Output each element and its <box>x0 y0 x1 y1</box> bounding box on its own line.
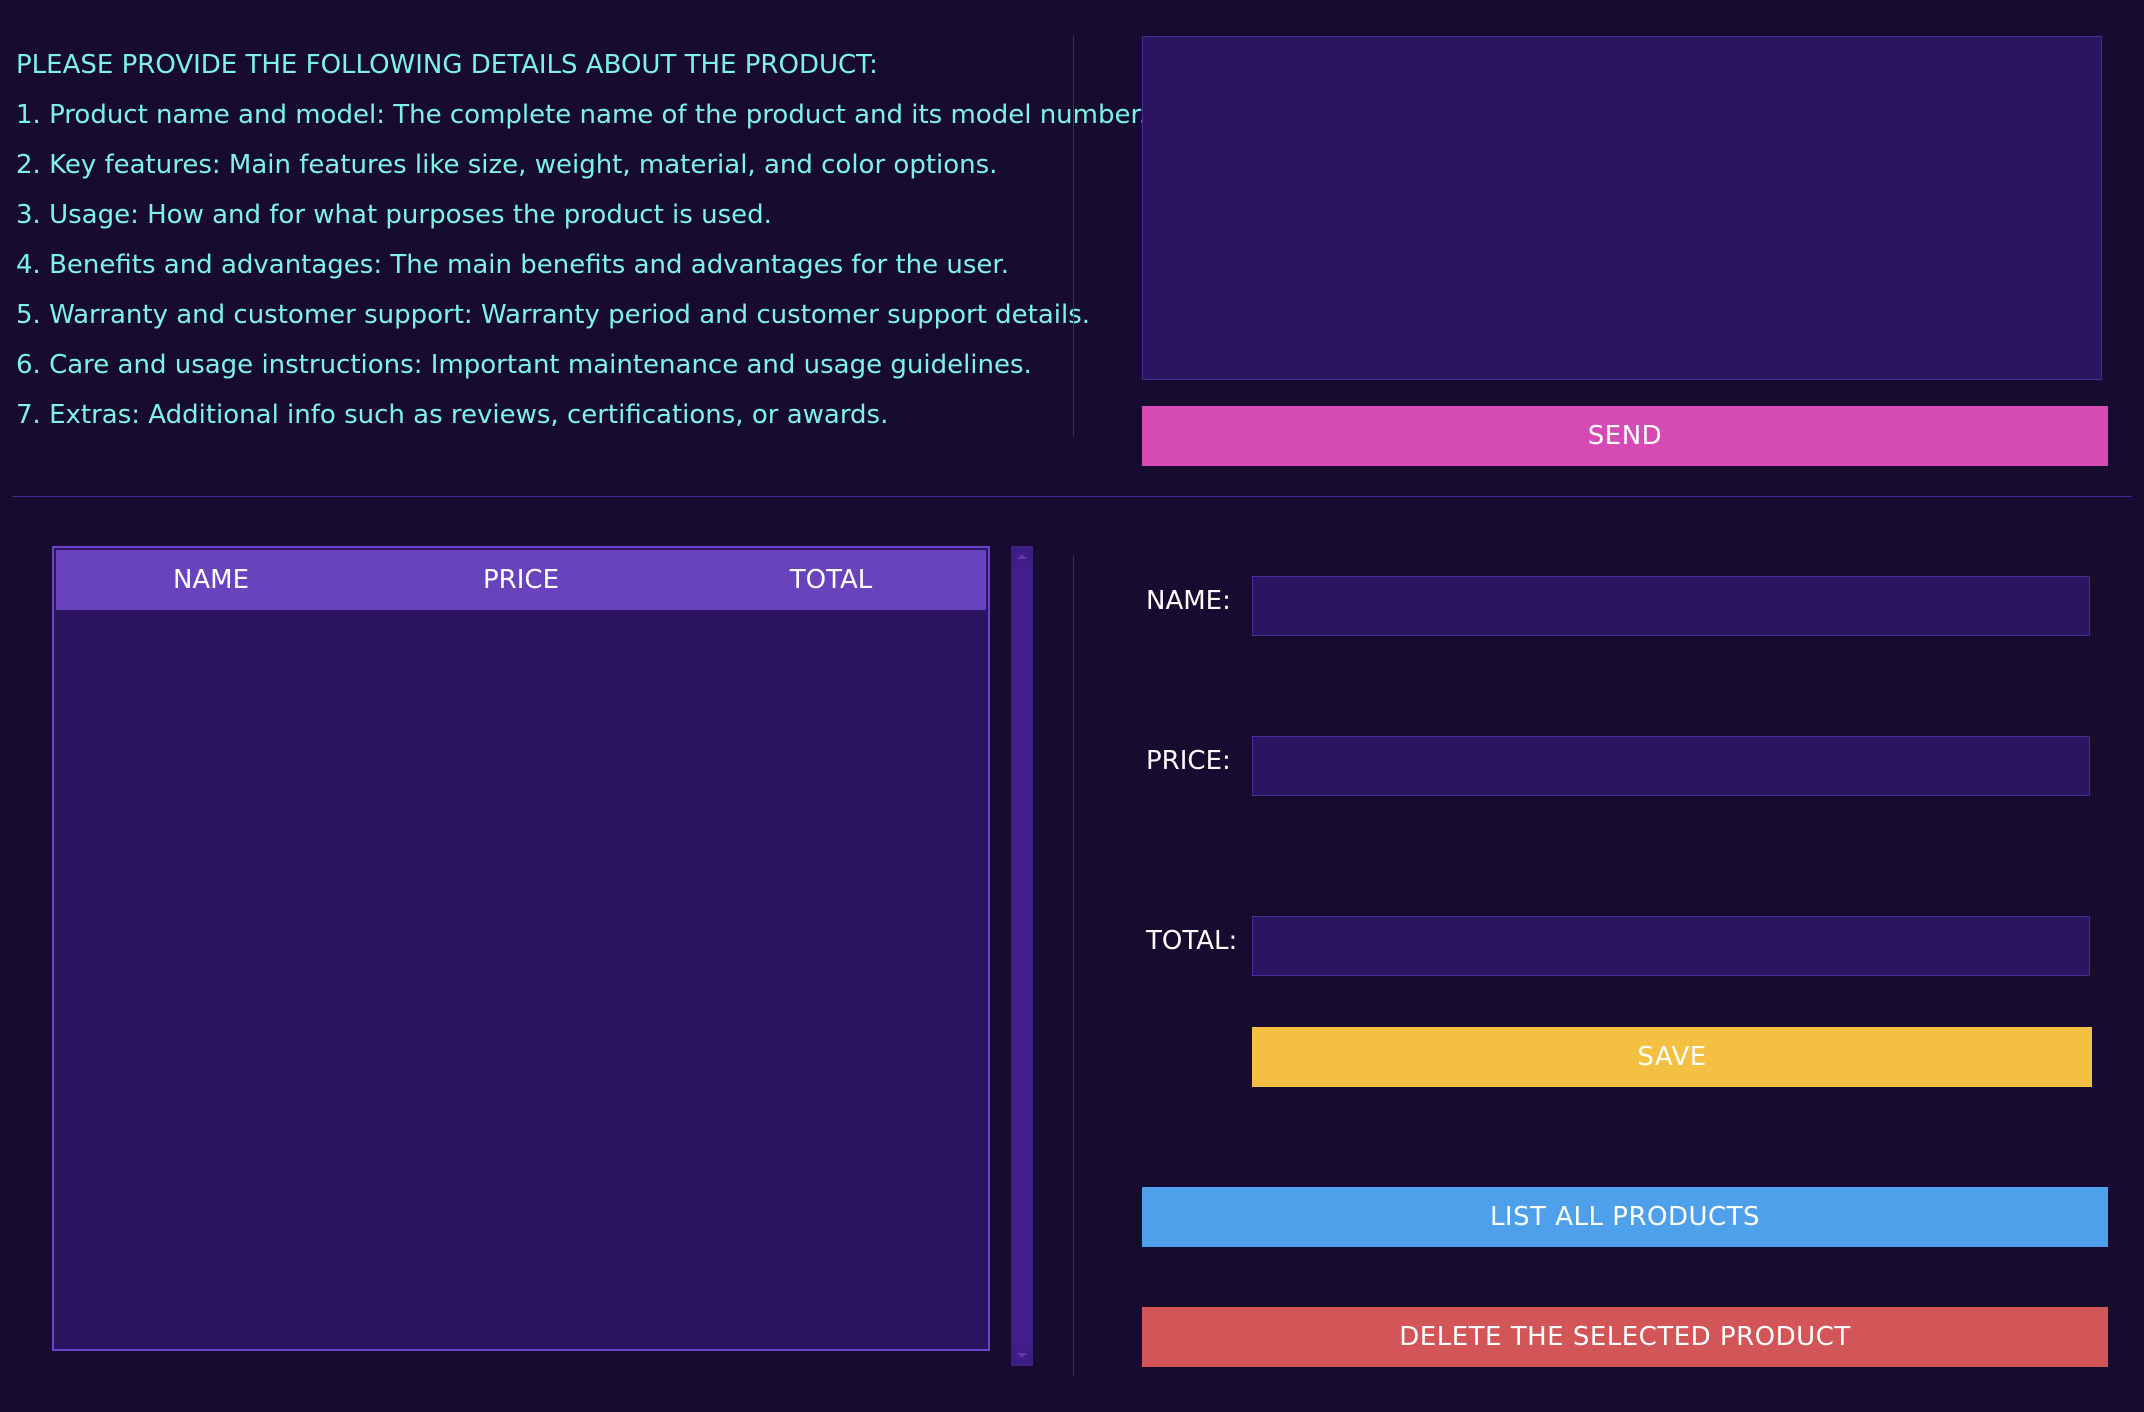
instruction-item: 1. Product name and model: The complete … <box>16 100 1148 130</box>
price-label: PRICE: <box>1146 746 1231 776</box>
total-label: TOTAL: <box>1146 926 1238 956</box>
instruction-item: 7. Extras: Additional info such as revie… <box>16 400 889 430</box>
instructions-heading: PLEASE PROVIDE THE FOLLOWING DETAILS ABO… <box>16 50 878 80</box>
scroll-track[interactable] <box>1013 568 1031 1344</box>
products-table[interactable]: NAME PRICE TOTAL <box>52 546 990 1351</box>
name-label: NAME: <box>1146 586 1231 616</box>
scroll-up-icon[interactable] <box>1017 554 1027 559</box>
instruction-item: 2. Key features: Main features like size… <box>16 150 998 180</box>
instructions-panel: PLEASE PROVIDE THE FOLLOWING DETAILS ABO… <box>16 40 1148 440</box>
top-vertical-divider <box>1073 36 1074 436</box>
bottom-vertical-divider <box>1073 556 1074 1376</box>
instruction-item: 4. Benefits and advantages: The main ben… <box>16 250 1009 280</box>
column-header-total[interactable]: TOTAL <box>789 565 873 595</box>
price-input[interactable] <box>1252 736 2090 796</box>
table-body[interactable] <box>56 610 986 1347</box>
product-details-textarea[interactable] <box>1142 36 2102 380</box>
horizontal-divider <box>12 496 2132 497</box>
column-header-name[interactable]: NAME <box>172 565 250 595</box>
table-scrollbar[interactable] <box>1011 546 1033 1366</box>
delete-selected-product-button[interactable]: DELETE THE SELECTED PRODUCT <box>1142 1307 2108 1367</box>
name-input[interactable] <box>1252 576 2090 636</box>
list-all-products-button[interactable]: LIST ALL PRODUCTS <box>1142 1187 2108 1247</box>
instruction-item: 3. Usage: How and for what purposes the … <box>16 200 772 230</box>
scroll-down-icon[interactable] <box>1017 1353 1027 1358</box>
table-header: NAME PRICE TOTAL <box>56 550 986 610</box>
send-button[interactable]: SEND <box>1142 406 2108 466</box>
instruction-item: 5. Warranty and customer support: Warran… <box>16 300 1091 330</box>
total-input[interactable] <box>1252 916 2090 976</box>
save-button[interactable]: SAVE <box>1252 1027 2092 1087</box>
column-header-price[interactable]: PRICE <box>483 565 559 595</box>
instruction-item: 6. Care and usage instructions: Importan… <box>16 350 1032 380</box>
